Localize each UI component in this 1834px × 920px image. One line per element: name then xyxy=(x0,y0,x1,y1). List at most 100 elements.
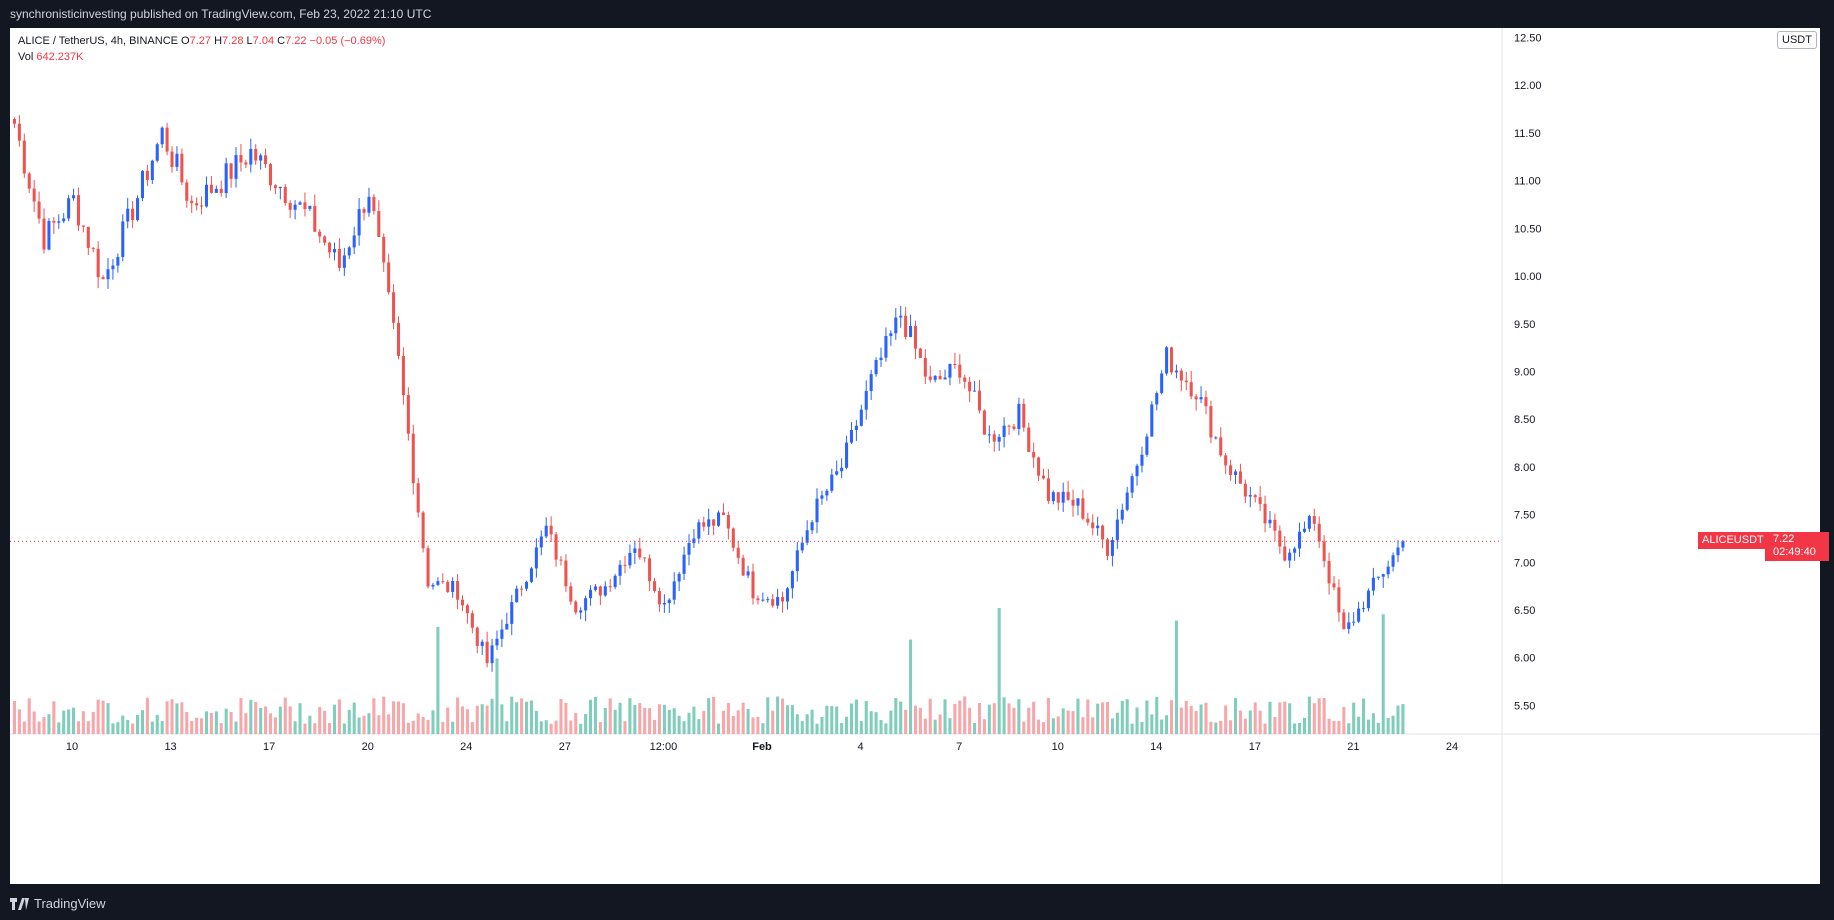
candle-body[interactable] xyxy=(1302,528,1306,532)
candle-body[interactable] xyxy=(57,221,61,223)
candle-body[interactable] xyxy=(854,425,858,430)
candle-body[interactable] xyxy=(584,598,588,611)
candle-body[interactable] xyxy=(1032,452,1036,458)
candle-body[interactable] xyxy=(32,188,36,202)
candle-body[interactable] xyxy=(997,436,1001,442)
candle-body[interactable] xyxy=(411,433,415,484)
candle-body[interactable] xyxy=(1140,454,1144,466)
candle-body[interactable] xyxy=(697,522,701,539)
candle-body[interactable] xyxy=(214,188,218,193)
candle-body[interactable] xyxy=(426,548,430,587)
candle-body[interactable] xyxy=(377,211,381,237)
candle-body[interactable] xyxy=(1046,478,1050,501)
candle-body[interactable] xyxy=(357,209,361,236)
candle-body[interactable] xyxy=(1012,426,1016,429)
candle-body[interactable] xyxy=(1110,540,1114,556)
candle-body[interactable] xyxy=(273,185,277,189)
candle-body[interactable] xyxy=(1312,516,1316,524)
candle-body[interactable] xyxy=(603,586,607,596)
candle-body[interactable] xyxy=(771,599,775,606)
candle-body[interactable] xyxy=(840,467,844,472)
candle-body[interactable] xyxy=(712,519,716,526)
candle-body[interactable] xyxy=(1051,492,1055,501)
candle-body[interactable] xyxy=(249,148,253,165)
candle-body[interactable] xyxy=(446,581,450,592)
candle-body[interactable] xyxy=(1371,577,1375,591)
candle-body[interactable] xyxy=(367,196,371,213)
candle-body[interactable] xyxy=(239,155,243,163)
candle-body[interactable] xyxy=(150,160,154,180)
candle-body[interactable] xyxy=(278,186,282,189)
candle-body[interactable] xyxy=(72,195,76,199)
candle-body[interactable] xyxy=(987,434,991,436)
candle-body[interactable] xyxy=(781,597,785,602)
candle-body[interactable] xyxy=(948,364,952,378)
candle-body[interactable] xyxy=(460,599,465,606)
candle-body[interactable] xyxy=(382,236,386,263)
candle-body[interactable] xyxy=(1204,397,1208,407)
candle-body[interactable] xyxy=(352,235,356,248)
candle-body[interactable] xyxy=(52,221,56,223)
candle-body[interactable] xyxy=(160,127,164,145)
candle-body[interactable] xyxy=(308,205,312,209)
candle-body[interactable] xyxy=(91,247,95,249)
candle-body[interactable] xyxy=(387,262,391,293)
candle-body[interactable] xyxy=(1120,509,1124,520)
candle-body[interactable] xyxy=(298,202,302,205)
candle-body[interactable] xyxy=(372,196,376,212)
candle-body[interactable] xyxy=(1189,382,1193,397)
candle-body[interactable] xyxy=(785,588,789,602)
candle-body[interactable] xyxy=(1347,622,1351,629)
candle-body[interactable] xyxy=(515,588,519,603)
candle-body[interactable] xyxy=(1096,525,1100,529)
candle-body[interactable] xyxy=(859,409,863,426)
candle-body[interactable] xyxy=(37,201,41,219)
candle-body[interactable] xyxy=(569,586,573,602)
candle-body[interactable] xyxy=(81,225,85,227)
candle-body[interactable] xyxy=(1342,612,1346,629)
candle-body[interactable] xyxy=(549,525,553,535)
candle-body[interactable] xyxy=(869,374,873,391)
candle-body[interactable] xyxy=(653,581,657,591)
candle-body[interactable] xyxy=(643,557,647,559)
candle-body[interactable] xyxy=(470,613,474,628)
candle-body[interactable] xyxy=(1268,519,1272,524)
candle-body[interactable] xyxy=(313,205,317,232)
candle-body[interactable] xyxy=(795,550,799,572)
candle-body[interactable] xyxy=(864,390,868,410)
candle-body[interactable] xyxy=(195,203,199,206)
candle-body[interactable] xyxy=(800,542,804,551)
candle-body[interactable] xyxy=(1115,519,1119,541)
candle-body[interactable] xyxy=(1145,436,1149,455)
candle-body[interactable] xyxy=(86,226,90,248)
candle-body[interactable] xyxy=(933,375,937,380)
candle-body[interactable] xyxy=(1135,465,1139,477)
candle-body[interactable] xyxy=(1229,465,1233,476)
candle-body[interactable] xyxy=(1283,546,1287,561)
candle-body[interactable] xyxy=(968,381,972,392)
legend-symbol[interactable]: ALICE / TetherUS, 4h, BINANCE xyxy=(18,35,178,47)
candle-body[interactable] xyxy=(283,186,287,203)
candle-body[interactable] xyxy=(815,498,819,523)
candle-body[interactable] xyxy=(638,548,642,558)
candle-body[interactable] xyxy=(982,410,986,435)
candle-body[interactable] xyxy=(1179,370,1183,381)
candle-body[interactable] xyxy=(1174,370,1178,373)
candle-body[interactable] xyxy=(126,208,130,222)
candle-body[interactable] xyxy=(268,164,273,186)
candle-body[interactable] xyxy=(1396,547,1400,556)
candle-body[interactable] xyxy=(825,490,829,496)
candle-body[interactable] xyxy=(574,601,578,613)
candle-body[interactable] xyxy=(1352,621,1356,623)
candle-body[interactable] xyxy=(1037,457,1041,476)
candle-body[interactable] xyxy=(1293,548,1297,553)
candle-body[interactable] xyxy=(396,322,401,356)
candle-body[interactable] xyxy=(1027,427,1031,453)
candle-body[interactable] xyxy=(623,564,627,566)
candle-body[interactable] xyxy=(155,144,159,161)
candle-body[interactable] xyxy=(485,641,489,664)
candle-body[interactable] xyxy=(613,575,617,588)
candle-body[interactable] xyxy=(938,375,942,380)
candle-body[interactable] xyxy=(1041,475,1046,479)
candle-body[interactable] xyxy=(1288,552,1292,561)
